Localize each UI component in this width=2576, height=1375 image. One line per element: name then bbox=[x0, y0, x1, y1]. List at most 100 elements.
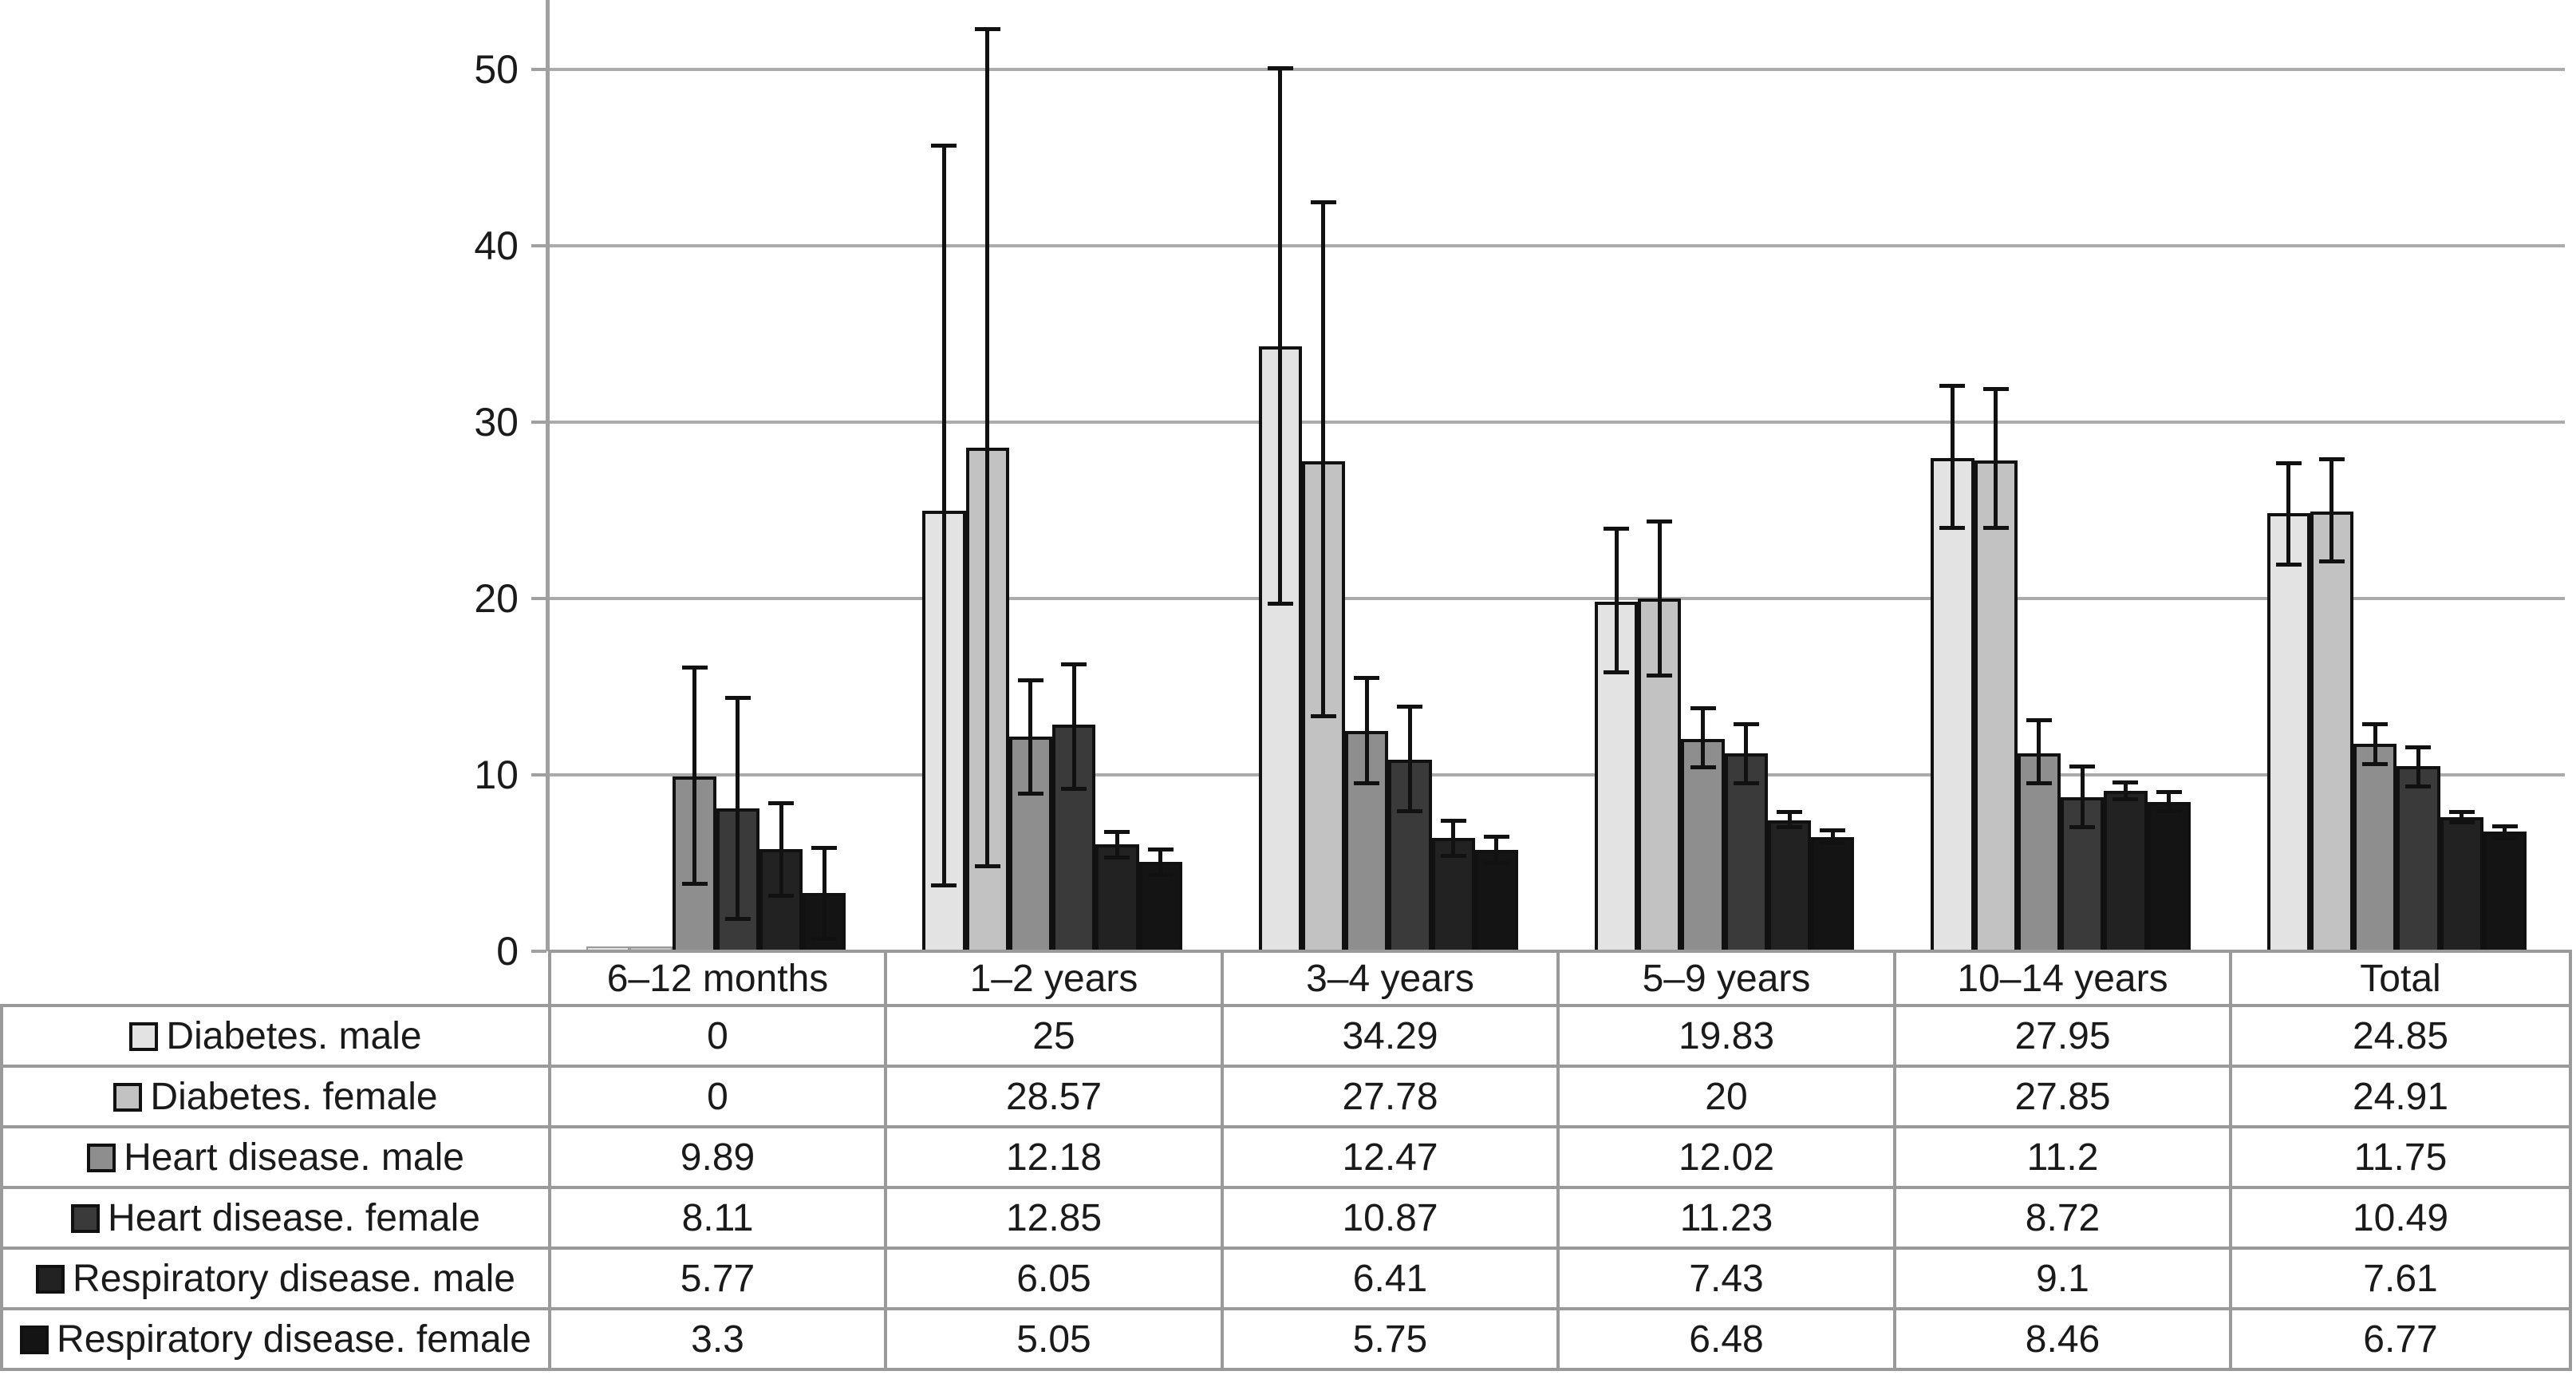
error-bar-cap-top-heart-disease-female-1 bbox=[1061, 662, 1087, 666]
table-header-row: 6–12 months 1–2 years 3–4 years 5–9 years 10… bbox=[2, 950, 2572, 1007]
error-bar-cap-bottom-heart-disease-male-1 bbox=[1017, 792, 1043, 796]
error-bar-cap-top-diabetes-female-3 bbox=[1647, 519, 1673, 524]
value-cell-3-4: 8.72 bbox=[1893, 1186, 2232, 1250]
value-cell-0-3: 19.83 bbox=[1556, 1004, 1896, 1068]
error-bar-line-respiratory-disease-male-1 bbox=[1114, 831, 1119, 858]
y-axis-tick-label-30: 30 bbox=[474, 400, 519, 445]
bar-respiratory-disease-female-1 bbox=[1138, 862, 1182, 951]
value-cell-1-5: 24.91 bbox=[2229, 1065, 2572, 1128]
error-bar-cap-bottom-respiratory-disease-male-0 bbox=[768, 894, 795, 899]
plot-area: 0 10 20 30 40 50 bbox=[474, 0, 2565, 974]
value-cell-0-0: 0 bbox=[548, 1004, 887, 1068]
error-bar-line-respiratory-disease-female-3 bbox=[1830, 829, 1835, 844]
error-bar-cap-top-diabetes-female-1 bbox=[974, 27, 1000, 32]
error-bar-cap-top-diabetes-female-4 bbox=[1982, 387, 2009, 391]
legend-swatch-icon bbox=[113, 1082, 143, 1112]
value-cell-5-0: 3.3 bbox=[548, 1307, 887, 1371]
error-bar-cap-top-heart-disease-male-0 bbox=[681, 666, 708, 670]
error-bar-cap-top-respiratory-disease-female-4 bbox=[2156, 789, 2182, 794]
error-bar-cap-bottom-diabetes-male-1 bbox=[931, 883, 957, 888]
error-bar-line-heart-disease-male-1 bbox=[1028, 679, 1033, 795]
bar-diabetes-male-4 bbox=[1931, 458, 1974, 951]
bar-respiratory-disease-male-1 bbox=[1095, 844, 1139, 951]
error-bar-line-respiratory-disease-female-5 bbox=[2503, 826, 2507, 839]
error-bar-cap-bottom-respiratory-disease-male-1 bbox=[1104, 855, 1130, 859]
legend-label: Diabetes. male bbox=[166, 1014, 422, 1057]
legend-cell-1: Diabetes. female bbox=[0, 1065, 551, 1128]
error-bar-cap-bottom-heart-disease-male-2 bbox=[1354, 781, 1380, 786]
bar-respiratory-disease-female-4 bbox=[2147, 802, 2191, 951]
error-bar-line-heart-disease-female-0 bbox=[736, 697, 740, 920]
value-cell-3-3: 11.23 bbox=[1556, 1186, 1896, 1250]
y-axis-tick-label-10: 10 bbox=[474, 753, 519, 797]
error-bar-cap-top-heart-disease-male-5 bbox=[2362, 721, 2389, 726]
gridline-50 bbox=[548, 68, 2565, 71]
table-header-cell-1: 1–2 years bbox=[884, 950, 1224, 1007]
legend-swatch-icon bbox=[20, 1325, 49, 1354]
error-bar-cap-top-respiratory-disease-male-2 bbox=[1440, 819, 1466, 824]
error-bar-line-diabetes-female-5 bbox=[2329, 459, 2334, 562]
error-bar-cap-bottom-diabetes-male-4 bbox=[1939, 525, 1966, 530]
error-bar-cap-bottom-respiratory-disease-female-4 bbox=[2156, 809, 2182, 814]
y-axis-tick-40 bbox=[531, 244, 546, 247]
y-axis-tick-label-40: 40 bbox=[474, 223, 519, 268]
error-bar-cap-bottom-respiratory-disease-male-3 bbox=[1777, 825, 1803, 830]
value-cell-3-0: 8.11 bbox=[548, 1186, 887, 1250]
error-bar-cap-bottom-heart-disease-female-1 bbox=[1061, 786, 1087, 791]
legend-label: Heart disease. male bbox=[124, 1136, 464, 1179]
error-bar-cap-top-respiratory-disease-male-4 bbox=[2112, 780, 2139, 784]
error-bar-cap-top-heart-disease-female-4 bbox=[2069, 764, 2096, 768]
value-cell-4-0: 5.77 bbox=[548, 1247, 887, 1310]
error-bar-cap-bottom-respiratory-disease-male-2 bbox=[1440, 853, 1466, 858]
error-bar-line-respiratory-disease-female-1 bbox=[1158, 848, 1163, 875]
legend-swatch-icon bbox=[87, 1143, 116, 1172]
bar-diabetes-female-4 bbox=[1974, 460, 2018, 951]
value-cell-0-1: 25 bbox=[884, 1004, 1224, 1068]
bar-diabetes-male-0 bbox=[586, 946, 630, 951]
error-bar-cap-top-respiratory-disease-female-1 bbox=[1147, 847, 1174, 851]
data-table: 6–12 months 1–2 years 3–4 years 5–9 years 10… bbox=[0, 950, 2572, 1371]
error-bar-cap-top-heart-disease-male-3 bbox=[1690, 706, 1716, 711]
legend-label: Respiratory disease. female bbox=[57, 1318, 531, 1361]
error-bar-cap-top-diabetes-female-2 bbox=[1310, 200, 1336, 204]
legend-swatch-icon bbox=[71, 1203, 101, 1233]
error-bar-line-diabetes-female-1 bbox=[985, 29, 990, 867]
error-bar-cap-top-respiratory-disease-male-0 bbox=[768, 801, 795, 806]
value-cell-2-1: 12.18 bbox=[884, 1125, 1224, 1189]
bar-heart-disease-female-3 bbox=[1724, 753, 1768, 951]
table-row-4: Respiratory disease. male 5.77 6.05 6.41 7.4… bbox=[0, 1247, 2572, 1310]
error-bar-line-diabetes-male-1 bbox=[941, 145, 946, 887]
error-bar-cap-bottom-respiratory-disease-male-4 bbox=[2112, 796, 2139, 801]
error-bar-line-respiratory-disease-female-4 bbox=[2167, 791, 2172, 812]
value-cell-4-1: 6.05 bbox=[884, 1247, 1224, 1310]
value-cell-1-3: 20 bbox=[1556, 1065, 1896, 1128]
bar-heart-disease-female-2 bbox=[1388, 759, 1432, 951]
value-cell-5-5: 6.77 bbox=[2229, 1307, 2572, 1371]
error-bar-line-heart-disease-female-3 bbox=[1744, 723, 1749, 784]
error-bar-cap-bottom-diabetes-male-5 bbox=[2275, 563, 2302, 567]
error-bar-cap-bottom-heart-disease-female-4 bbox=[2069, 825, 2096, 830]
gridline-10 bbox=[548, 773, 2565, 776]
error-bar-cap-bottom-respiratory-disease-female-0 bbox=[811, 936, 838, 941]
error-bar-cap-top-diabetes-male-2 bbox=[1267, 65, 1293, 70]
gridline-30 bbox=[548, 421, 2565, 424]
value-cell-2-2: 12.47 bbox=[1221, 1125, 1560, 1189]
error-bar-cap-bottom-heart-disease-female-3 bbox=[1733, 781, 1759, 786]
error-bar-line-heart-disease-female-5 bbox=[2416, 746, 2420, 788]
legend-swatch-icon bbox=[129, 1021, 159, 1051]
error-bar-cap-top-diabetes-male-1 bbox=[931, 144, 957, 148]
error-bar-cap-top-heart-disease-male-4 bbox=[2026, 718, 2052, 723]
legend-cell-0: Diabetes. male bbox=[0, 1004, 551, 1068]
error-bar-cap-bottom-heart-disease-male-3 bbox=[1690, 765, 1716, 770]
error-bar-line-diabetes-female-4 bbox=[1994, 389, 1998, 528]
bar-heart-disease-male-5 bbox=[2353, 744, 2397, 951]
error-bar-cap-top-diabetes-male-4 bbox=[1939, 383, 1966, 388]
y-axis-line bbox=[546, 0, 550, 951]
error-bar-cap-top-respiratory-disease-female-3 bbox=[1820, 828, 1846, 832]
error-bar-line-heart-disease-male-2 bbox=[1364, 678, 1369, 784]
table-header-cell-2: 3–4 years bbox=[1221, 950, 1560, 1007]
error-bar-line-respiratory-disease-female-2 bbox=[1494, 836, 1499, 863]
bar-respiratory-disease-male-5 bbox=[2440, 816, 2483, 951]
error-bar-cap-bottom-respiratory-disease-female-1 bbox=[1147, 872, 1174, 877]
